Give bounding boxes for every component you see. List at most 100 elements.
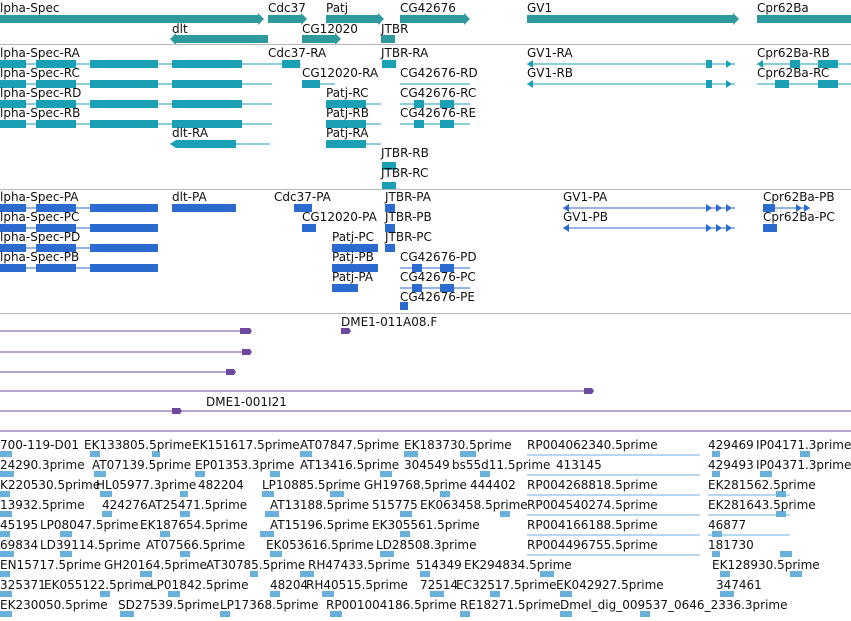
clone-label[interactable]: DME1-011A08.F bbox=[341, 315, 438, 329]
est-label[interactable]: EK063458.5prime bbox=[420, 498, 528, 512]
est-label[interactable]: AT13188.5prime bbox=[270, 498, 370, 512]
est-label[interactable]: AT07566.5prime bbox=[146, 538, 246, 552]
est-label[interactable]: AT30785.5prime bbox=[206, 558, 306, 572]
gene-dlt[interactable] bbox=[176, 35, 268, 43]
gene-alpha-spec[interactable] bbox=[0, 15, 258, 23]
est-label[interactable]: IP04371.3prime bbox=[756, 458, 851, 472]
gene-cdc37[interactable] bbox=[268, 15, 301, 23]
est-label[interactable]: EK053616.5prime bbox=[266, 538, 374, 552]
cds-label[interactable]: Cpr62Ba-PB bbox=[763, 190, 835, 204]
cds-label[interactable]: Patj-PA bbox=[332, 270, 374, 284]
est-label[interactable]: EC32517.5prime bbox=[456, 578, 557, 592]
est-label[interactable]: EK294834.5prime bbox=[464, 558, 572, 572]
cds-label[interactable]: Cpr62Ba-PC bbox=[763, 210, 835, 224]
est-label[interactable]: RP004166188.5prime bbox=[527, 518, 658, 532]
est-label[interactable]: RH40515.5prime bbox=[306, 578, 408, 592]
mrna-label[interactable]: dlt-RA bbox=[172, 126, 209, 140]
est-label[interactable]: AT25471.5prime bbox=[148, 498, 248, 512]
est-label[interactable]: 13932.5prime bbox=[0, 498, 85, 512]
est-label[interactable]: 45195 bbox=[0, 518, 39, 532]
cds-label[interactable]: CG12020-PA bbox=[302, 210, 377, 224]
est-label[interactable]: RH47433.5prime bbox=[308, 558, 410, 572]
est-label[interactable]: EK151617.5prime bbox=[192, 438, 300, 452]
est-label[interactable]: EK133805.5prime bbox=[84, 438, 192, 452]
gene-cg12020[interactable] bbox=[302, 35, 335, 43]
est-label[interactable]: AT15196.5prime bbox=[270, 518, 370, 532]
gene-jtbr[interactable] bbox=[381, 35, 395, 43]
clone-label[interactable]: DME1-001I21 bbox=[206, 395, 287, 409]
est-label[interactable]: LD39114.5prime bbox=[40, 538, 141, 552]
mrna-label[interactable]: JTBR-RA bbox=[381, 46, 429, 60]
gene-patj[interactable] bbox=[326, 15, 378, 23]
cds-label[interactable]: JTBR-PB bbox=[385, 210, 432, 224]
est-label[interactable]: EK230050.5prime bbox=[0, 598, 108, 612]
est-label[interactable]: 482204 bbox=[198, 478, 244, 492]
est-label[interactable]: 24290.3prime bbox=[0, 458, 85, 472]
est-label[interactable]: LP01842.5prime bbox=[150, 578, 249, 592]
cds-label[interactable]: JTBR-PC bbox=[385, 230, 432, 244]
est-label[interactable]: LD28508.3prime bbox=[376, 538, 477, 552]
est-label[interactable]: EK183730.5prime bbox=[404, 438, 512, 452]
cds-label[interactable]: lpha-Spec-PC bbox=[0, 210, 80, 224]
cds-label[interactable]: GV1-PB bbox=[563, 210, 608, 224]
est-label[interactable]: EN15717.5prime bbox=[0, 558, 102, 572]
est-label[interactable]: RP004062340.5prime bbox=[527, 438, 658, 452]
mrna-label[interactable]: CG42676-RD bbox=[400, 66, 478, 80]
mrna-label[interactable]: Cdc37-RA bbox=[268, 46, 327, 60]
mrna-label[interactable]: lpha-Spec-RA bbox=[0, 46, 80, 60]
mrna-label[interactable]: JTBR-RC bbox=[381, 166, 429, 180]
est-label[interactable]: EK055122.5prime bbox=[44, 578, 152, 592]
est-label[interactable]: EK281643.5prime bbox=[708, 498, 816, 512]
cds-label[interactable]: lpha-Spec-PB bbox=[0, 250, 80, 264]
mrna-label[interactable]: JTBR-RB bbox=[381, 146, 429, 160]
gene-cpr62ba[interactable] bbox=[757, 15, 851, 23]
est-label[interactable]: 325371 bbox=[0, 578, 46, 592]
mrna-label[interactable]: Cpr62Ba-RC bbox=[757, 66, 830, 80]
mrna-label[interactable]: CG42676-RC bbox=[400, 86, 477, 100]
est-label[interactable]: 304549 bbox=[404, 458, 450, 472]
est-label[interactable]: 69834 bbox=[0, 538, 39, 552]
mrna-label[interactable]: Patj-RC bbox=[326, 86, 369, 100]
est-label[interactable]: IP04171.3prime bbox=[756, 438, 851, 452]
est-label[interactable]: GH20164.5prime bbox=[104, 558, 207, 572]
est-label[interactable]: EP01353.3prime bbox=[195, 458, 295, 472]
cds-label[interactable]: CG42676-PC bbox=[400, 270, 476, 284]
gene-gv1[interactable] bbox=[527, 15, 733, 23]
est-label[interactable]: AT07847.5prime bbox=[300, 438, 400, 452]
est-label[interactable]: EK042927.5prime bbox=[556, 578, 664, 592]
mrna-label[interactable]: GV1-RA bbox=[527, 46, 573, 60]
cds-label[interactable]: JTBR-PA bbox=[385, 190, 431, 204]
est-label[interactable]: 347461 bbox=[716, 578, 762, 592]
est-label[interactable]: 515775 bbox=[372, 498, 418, 512]
cds-label[interactable]: lpha-Spec-PA bbox=[0, 190, 79, 204]
cds-label[interactable]: dlt-PA bbox=[172, 190, 207, 204]
mrna-label[interactable]: Cpr62Ba-RB bbox=[757, 46, 830, 60]
est-label[interactable]: LP10885.5prime bbox=[262, 478, 361, 492]
est-label[interactable]: 72514 bbox=[420, 578, 459, 592]
est-label[interactable]: 413145 bbox=[556, 458, 602, 472]
est-label[interactable]: RP001004186.5prime bbox=[326, 598, 457, 612]
est-label[interactable]: EK281562.5prime bbox=[708, 478, 816, 492]
est-label[interactable]: 514349 bbox=[416, 558, 462, 572]
mrna-label[interactable]: lpha-Spec-RC bbox=[0, 66, 80, 80]
est-label[interactable]: bs55d11.5prime bbox=[452, 458, 551, 472]
mrna-label[interactable]: lpha-Spec-RD bbox=[0, 86, 82, 100]
est-label[interactable]: 424276 bbox=[102, 498, 148, 512]
est-label[interactable]: RP004268818.5prime bbox=[527, 478, 658, 492]
est-label[interactable]: 48204 bbox=[270, 578, 309, 592]
est-label[interactable]: RP004540274.5prime bbox=[527, 498, 658, 512]
cds-label[interactable]: CG42676-PD bbox=[400, 250, 477, 264]
est-label[interactable]: EK128930.5prime bbox=[712, 558, 820, 572]
est-label[interactable]: 429493 bbox=[708, 458, 754, 472]
cds-label[interactable]: CG42676-PE bbox=[400, 290, 475, 304]
est-label[interactable]: HL05977.3prime bbox=[96, 478, 197, 492]
est-label[interactable]: EK187654.5prime bbox=[140, 518, 248, 532]
est-label[interactable]: 181730 bbox=[708, 538, 754, 552]
mrna-label[interactable]: Patj-RB bbox=[326, 106, 369, 120]
cds-label[interactable]: Cdc37-PA bbox=[274, 190, 331, 204]
est-label[interactable]: 429469 bbox=[708, 438, 754, 452]
est-label[interactable]: GH19768.5prime bbox=[364, 478, 467, 492]
mrna-label[interactable]: CG42676-RE bbox=[400, 106, 477, 120]
est-label[interactable]: LP17368.5prime bbox=[220, 598, 319, 612]
gene-cg42676[interactable] bbox=[400, 15, 464, 23]
